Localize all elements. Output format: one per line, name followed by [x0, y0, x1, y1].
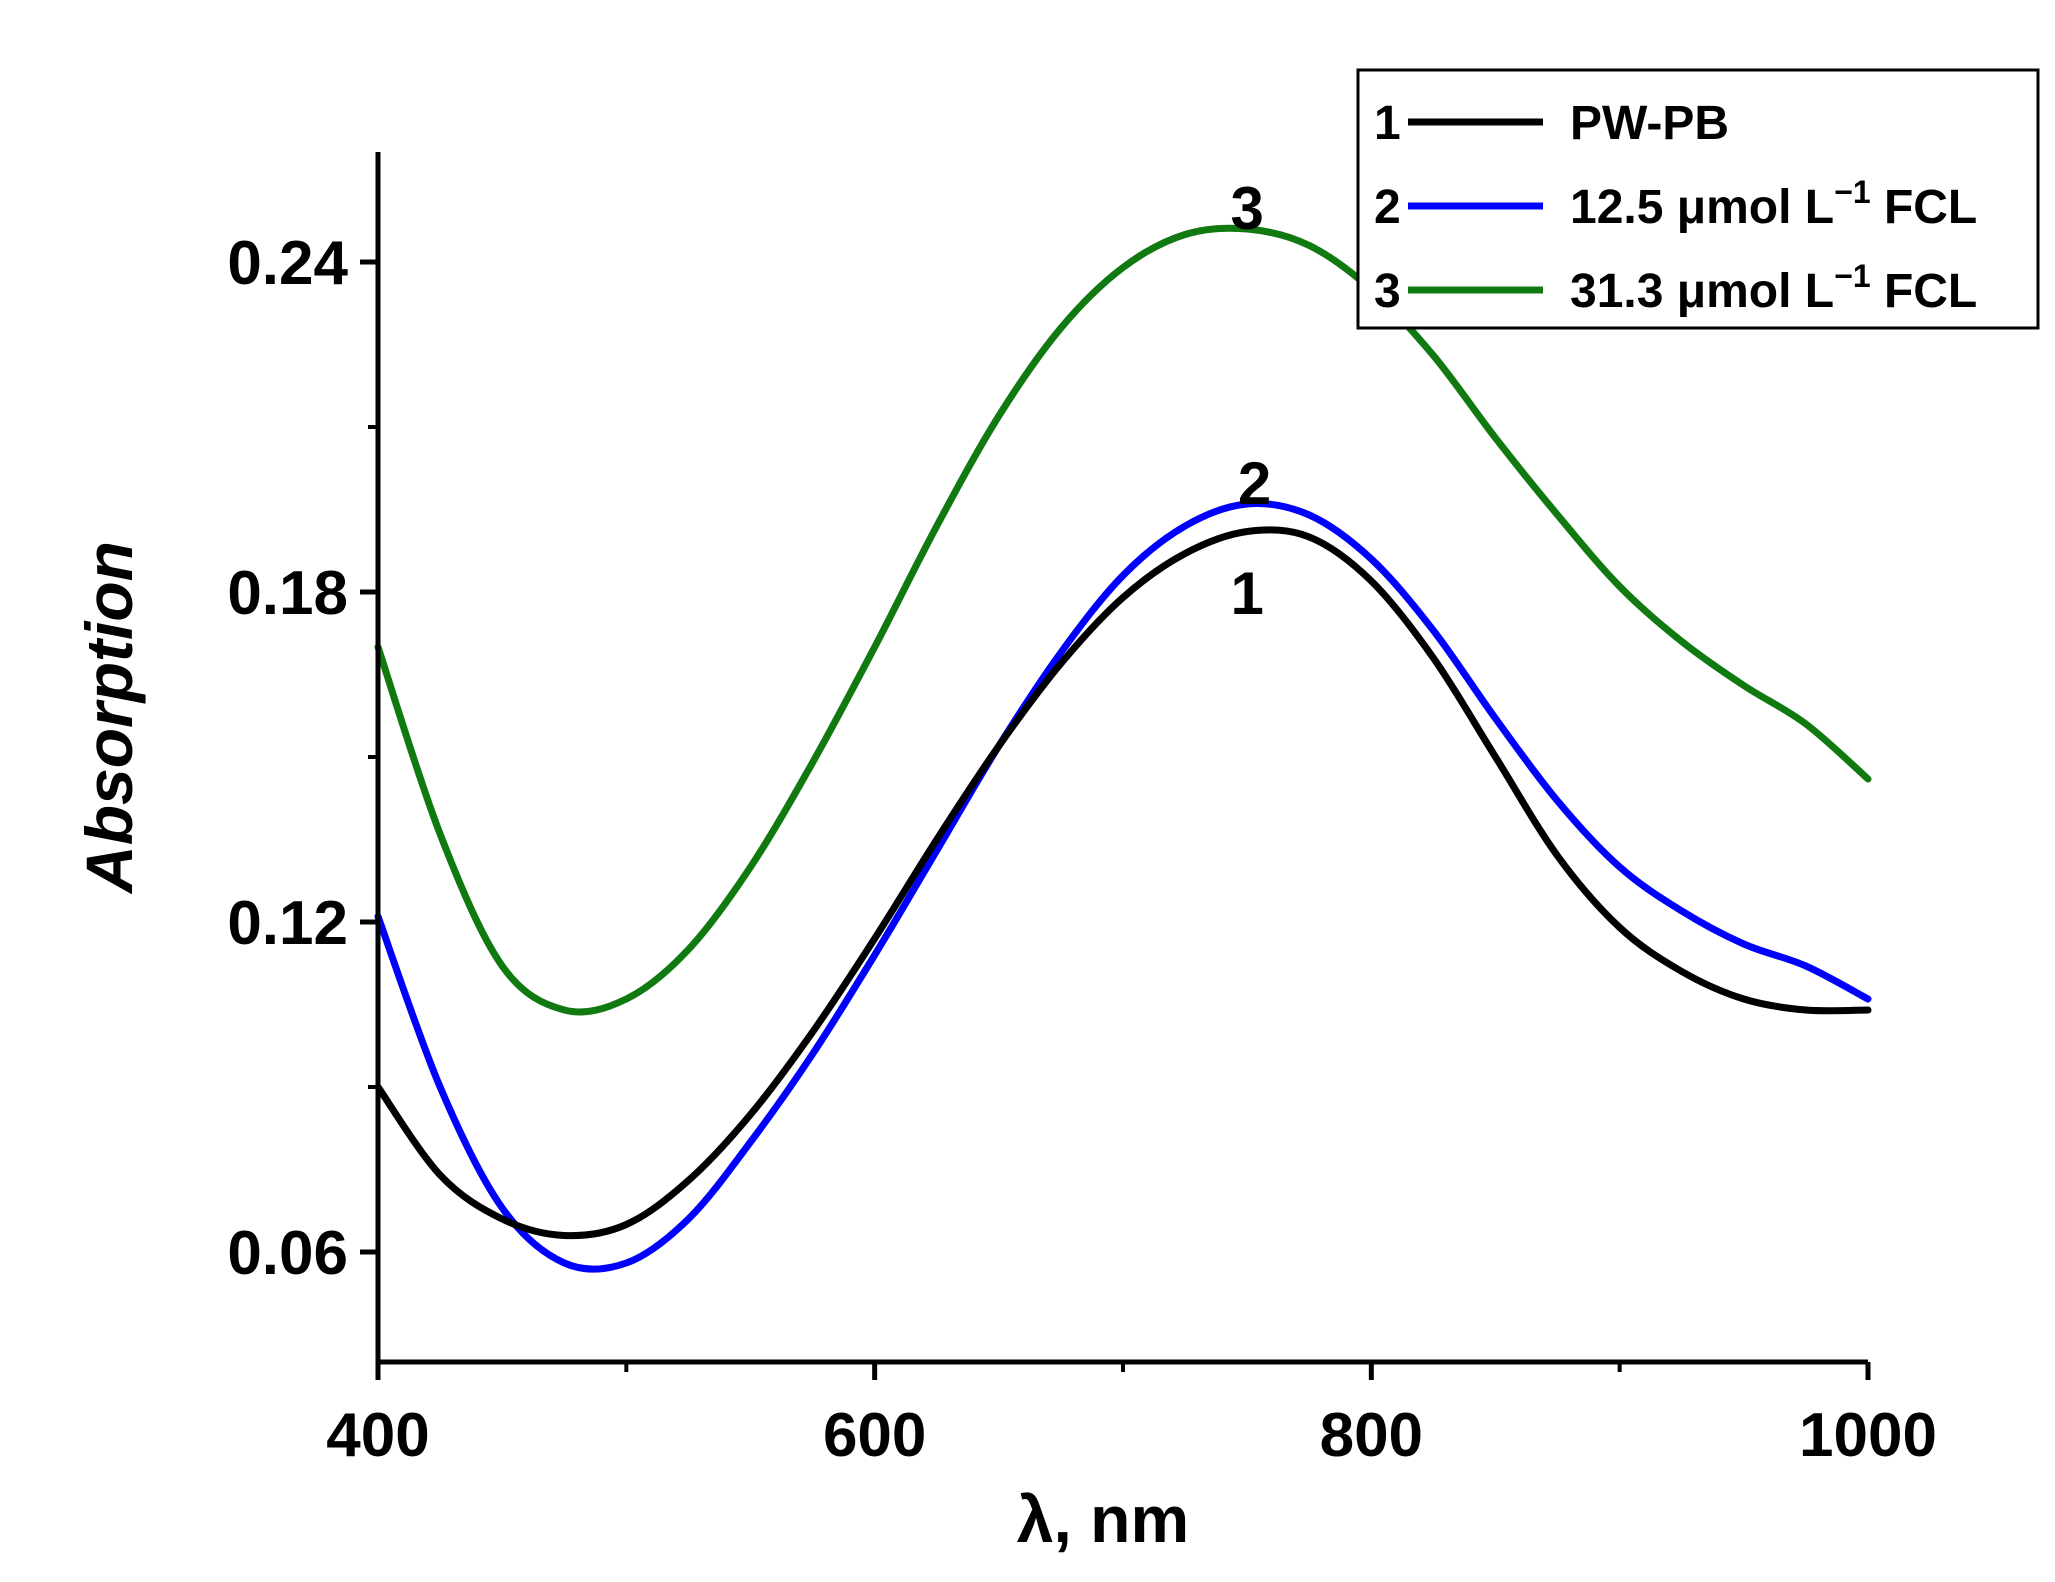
- x-axis-title: λ, nm: [1017, 1482, 1189, 1556]
- y-axis-title: Absorption: [72, 541, 146, 895]
- legend-label-superscript: −1: [1834, 174, 1870, 210]
- x-tick-label: 600: [823, 1401, 926, 1470]
- legend-index-1: 1: [1374, 97, 1401, 150]
- plot-area: 3 2 1: [374, 175, 1872, 1273]
- y-tick-label: 0.18: [227, 559, 348, 628]
- series-line-1: [374, 526, 1872, 1240]
- legend-label-suffix: FCL: [1871, 265, 1978, 318]
- legend-label-2: 12.5 μmol L−1 FCL: [1570, 174, 1977, 234]
- y-tick-label: 0.06: [227, 1219, 348, 1288]
- x-tick-label: 1000: [1799, 1401, 1937, 1470]
- curve-label-3: 3: [1230, 175, 1263, 242]
- legend-box: [1356, 68, 2040, 330]
- legend-label-main: 31.3 μmol L: [1570, 265, 1834, 318]
- curve-label-1: 1: [1230, 560, 1263, 627]
- legend-index-3: 3: [1374, 265, 1401, 318]
- y-tick-label: 0.24: [227, 229, 348, 298]
- legend-label-main: PW-PB: [1570, 97, 1729, 150]
- y-tick-label: 0.12: [227, 889, 348, 958]
- legend-label-main: 12.5 μmol L: [1570, 181, 1834, 234]
- legend-label-3: 31.3 μmol L−1 FCL: [1570, 258, 1977, 318]
- legend-index-2: 2: [1374, 181, 1401, 234]
- axes: 400 600 800 1000 0.06 0.12 0.18 0.24: [227, 152, 1937, 1470]
- series-line-3: [374, 224, 1872, 1016]
- x-tick-label: 800: [1320, 1401, 1423, 1470]
- x-tick-label: 400: [326, 1401, 429, 1470]
- curve-label-2: 2: [1238, 450, 1271, 517]
- axis-labels: λ, nm Absorption: [72, 541, 1189, 1556]
- legend-label-superscript: −1: [1834, 258, 1870, 294]
- series-line-2: [374, 500, 1872, 1273]
- legend-label-1: PW-PB: [1570, 97, 1729, 150]
- legend-label-suffix: FCL: [1871, 181, 1978, 234]
